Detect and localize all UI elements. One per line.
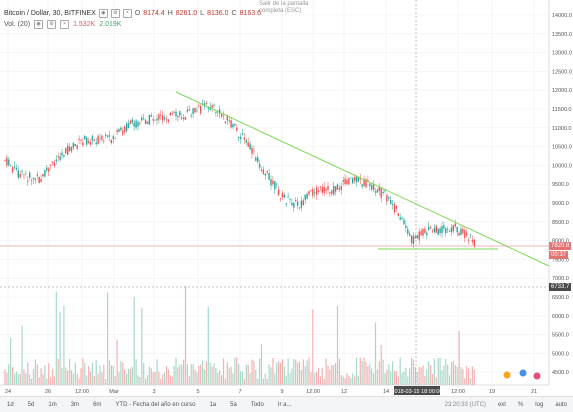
clock-time[interactable]: 23:20:33 (UTC): [444, 401, 486, 408]
price-axis-label: 7500.0: [552, 257, 569, 263]
low-value: 8136.0: [207, 10, 229, 17]
price-axis-label: 12500.0: [552, 69, 572, 75]
emoji-icon: [503, 371, 511, 379]
range-1m[interactable]: 1m: [48, 401, 57, 408]
time-axis-label: 21: [531, 389, 537, 395]
eye-icon[interactable]: ◉: [98, 9, 108, 18]
price-axis-label: 10000.0: [552, 163, 572, 169]
range-5d[interactable]: 5d: [27, 401, 35, 408]
indicator-value-2: 2.019K: [99, 21, 122, 28]
range-all[interactable]: Todo: [250, 401, 264, 408]
time-axis-label: 3: [152, 389, 155, 395]
volume-bars: [4, 285, 475, 385]
low-label: L: [200, 10, 205, 17]
time-axis: 24 26 12:00 Mar 3 5 7 9 12:00 12 14 12:00 19 21: [5, 389, 537, 395]
symbol-legend: Bitcoin / Dollar, 30, BITFINEX ◉ ⚙ × O 81…: [4, 9, 261, 18]
open-value: 8174.4: [143, 10, 165, 17]
open-label: O: [134, 10, 141, 17]
price-axis-label: 6500.0: [552, 295, 569, 301]
range-1a[interactable]: 1a: [209, 401, 217, 408]
price-axis-label: 9000.0: [552, 201, 569, 207]
price-axis-label: 9500.0: [552, 182, 569, 188]
time-axis-label: 24: [5, 389, 11, 395]
high-value: 8261.0: [175, 10, 198, 17]
settings-icon[interactable]: ⚙: [47, 20, 57, 29]
price-axis-label: 13500.0: [552, 32, 572, 38]
price-axis-label: 10500.0: [552, 145, 572, 151]
time-axis-label: 7: [238, 389, 241, 395]
range-3m[interactable]: 3m: [70, 401, 80, 408]
emoji-icons: [503, 369, 541, 380]
price-chart[interactable]: 14000.0 13500.0 13000.0 12500.0 12000.0 11500…: [0, 0, 573, 396]
price-axis-label: 8500.0: [552, 220, 569, 226]
volume-indicator-legend: Vol. (20) ◉ ⚙ × 1.532K 2.019K: [4, 20, 121, 29]
emoji-icon: [533, 372, 541, 380]
time-axis-label: 12:00: [75, 389, 89, 395]
time-axis-label: 19: [489, 389, 495, 395]
auto-toggle[interactable]: auto: [555, 401, 567, 408]
time-axis-label: 12:00: [451, 389, 465, 395]
range-5a[interactable]: 5a: [230, 401, 237, 408]
price-axis-label: 13000.0: [552, 51, 572, 57]
close-value: 8163.6: [239, 10, 261, 17]
current-price-tag: 7820.8: [549, 242, 572, 250]
price-axis-label: 12000.0: [552, 88, 572, 94]
time-axis-label: 5: [196, 389, 199, 395]
indicator-name[interactable]: Vol. (20): [4, 21, 31, 28]
range-ytd[interactable]: YTD - Fecha del año en curso: [115, 401, 196, 408]
countdown-tag: 00:37: [549, 251, 569, 259]
bottom-toolbar-right: 23:20:33 (UTC) ext % log auto: [439, 402, 573, 408]
indicator-value-1: 1.532K: [73, 21, 96, 28]
eye-icon[interactable]: ◉: [34, 20, 44, 29]
symbol-title[interactable]: Bitcoin / Dollar, 30, BITFINEX: [4, 10, 96, 17]
close-icon[interactable]: ×: [60, 20, 70, 29]
range-1d[interactable]: 1d: [7, 401, 14, 408]
close-label: C: [231, 10, 237, 17]
log-toggle[interactable]: log: [535, 401, 544, 408]
crosshair-date-text: 2018-03-15 18:00:00: [391, 389, 442, 395]
exit-fullscreen-tooltip: Salir de la pantalla completa (ESC): [259, 1, 309, 14]
high-label: H: [167, 10, 173, 17]
time-axis-label: 12: [341, 389, 347, 395]
range-6m[interactable]: 6m: [93, 401, 102, 408]
time-axis-label: 9: [280, 389, 283, 395]
percent-toggle[interactable]: %: [517, 401, 524, 408]
price-axis-label: 11000.0: [552, 126, 571, 132]
bottom-toolbar: 1d 5d 1m 3m 6m YTD - Fecha del año en cu…: [0, 396, 573, 412]
ext-toggle[interactable]: ext: [497, 401, 506, 408]
trendline-upper: [175, 91, 550, 267]
emoji-icon: [519, 369, 527, 377]
price-axis-label: 11500.0: [552, 107, 571, 113]
chart-grid: [0, 0, 549, 385]
price-axis-label: 8000.0: [552, 239, 569, 245]
goto-button[interactable]: Ir a...: [277, 401, 292, 408]
price-axis-label: 7000.0: [552, 276, 569, 282]
price-axis-label: 5000.0: [552, 351, 569, 357]
close-icon[interactable]: ×: [122, 9, 132, 18]
time-axis-label: 14: [383, 389, 389, 395]
price-axis-label: 4500.0: [552, 370, 569, 376]
time-axis-label: 12:00: [306, 389, 320, 395]
time-axis-label: Mar: [109, 389, 119, 395]
time-axis-label: 26: [45, 389, 51, 395]
crosshair-price-tag: 6733.7: [549, 283, 572, 291]
price-axis-label: 6000.0: [552, 314, 569, 320]
settings-icon[interactable]: ⚙: [110, 9, 120, 18]
price-axis-label: 5500.0: [552, 333, 569, 339]
price-axis-label: 14000.0: [552, 13, 572, 19]
crosshair-date-label: 2018-03-15 18:00:00: [391, 386, 443, 395]
price-axis: 14000.0 13500.0 13000.0 12500.0 12000.0 11500…: [552, 13, 572, 376]
